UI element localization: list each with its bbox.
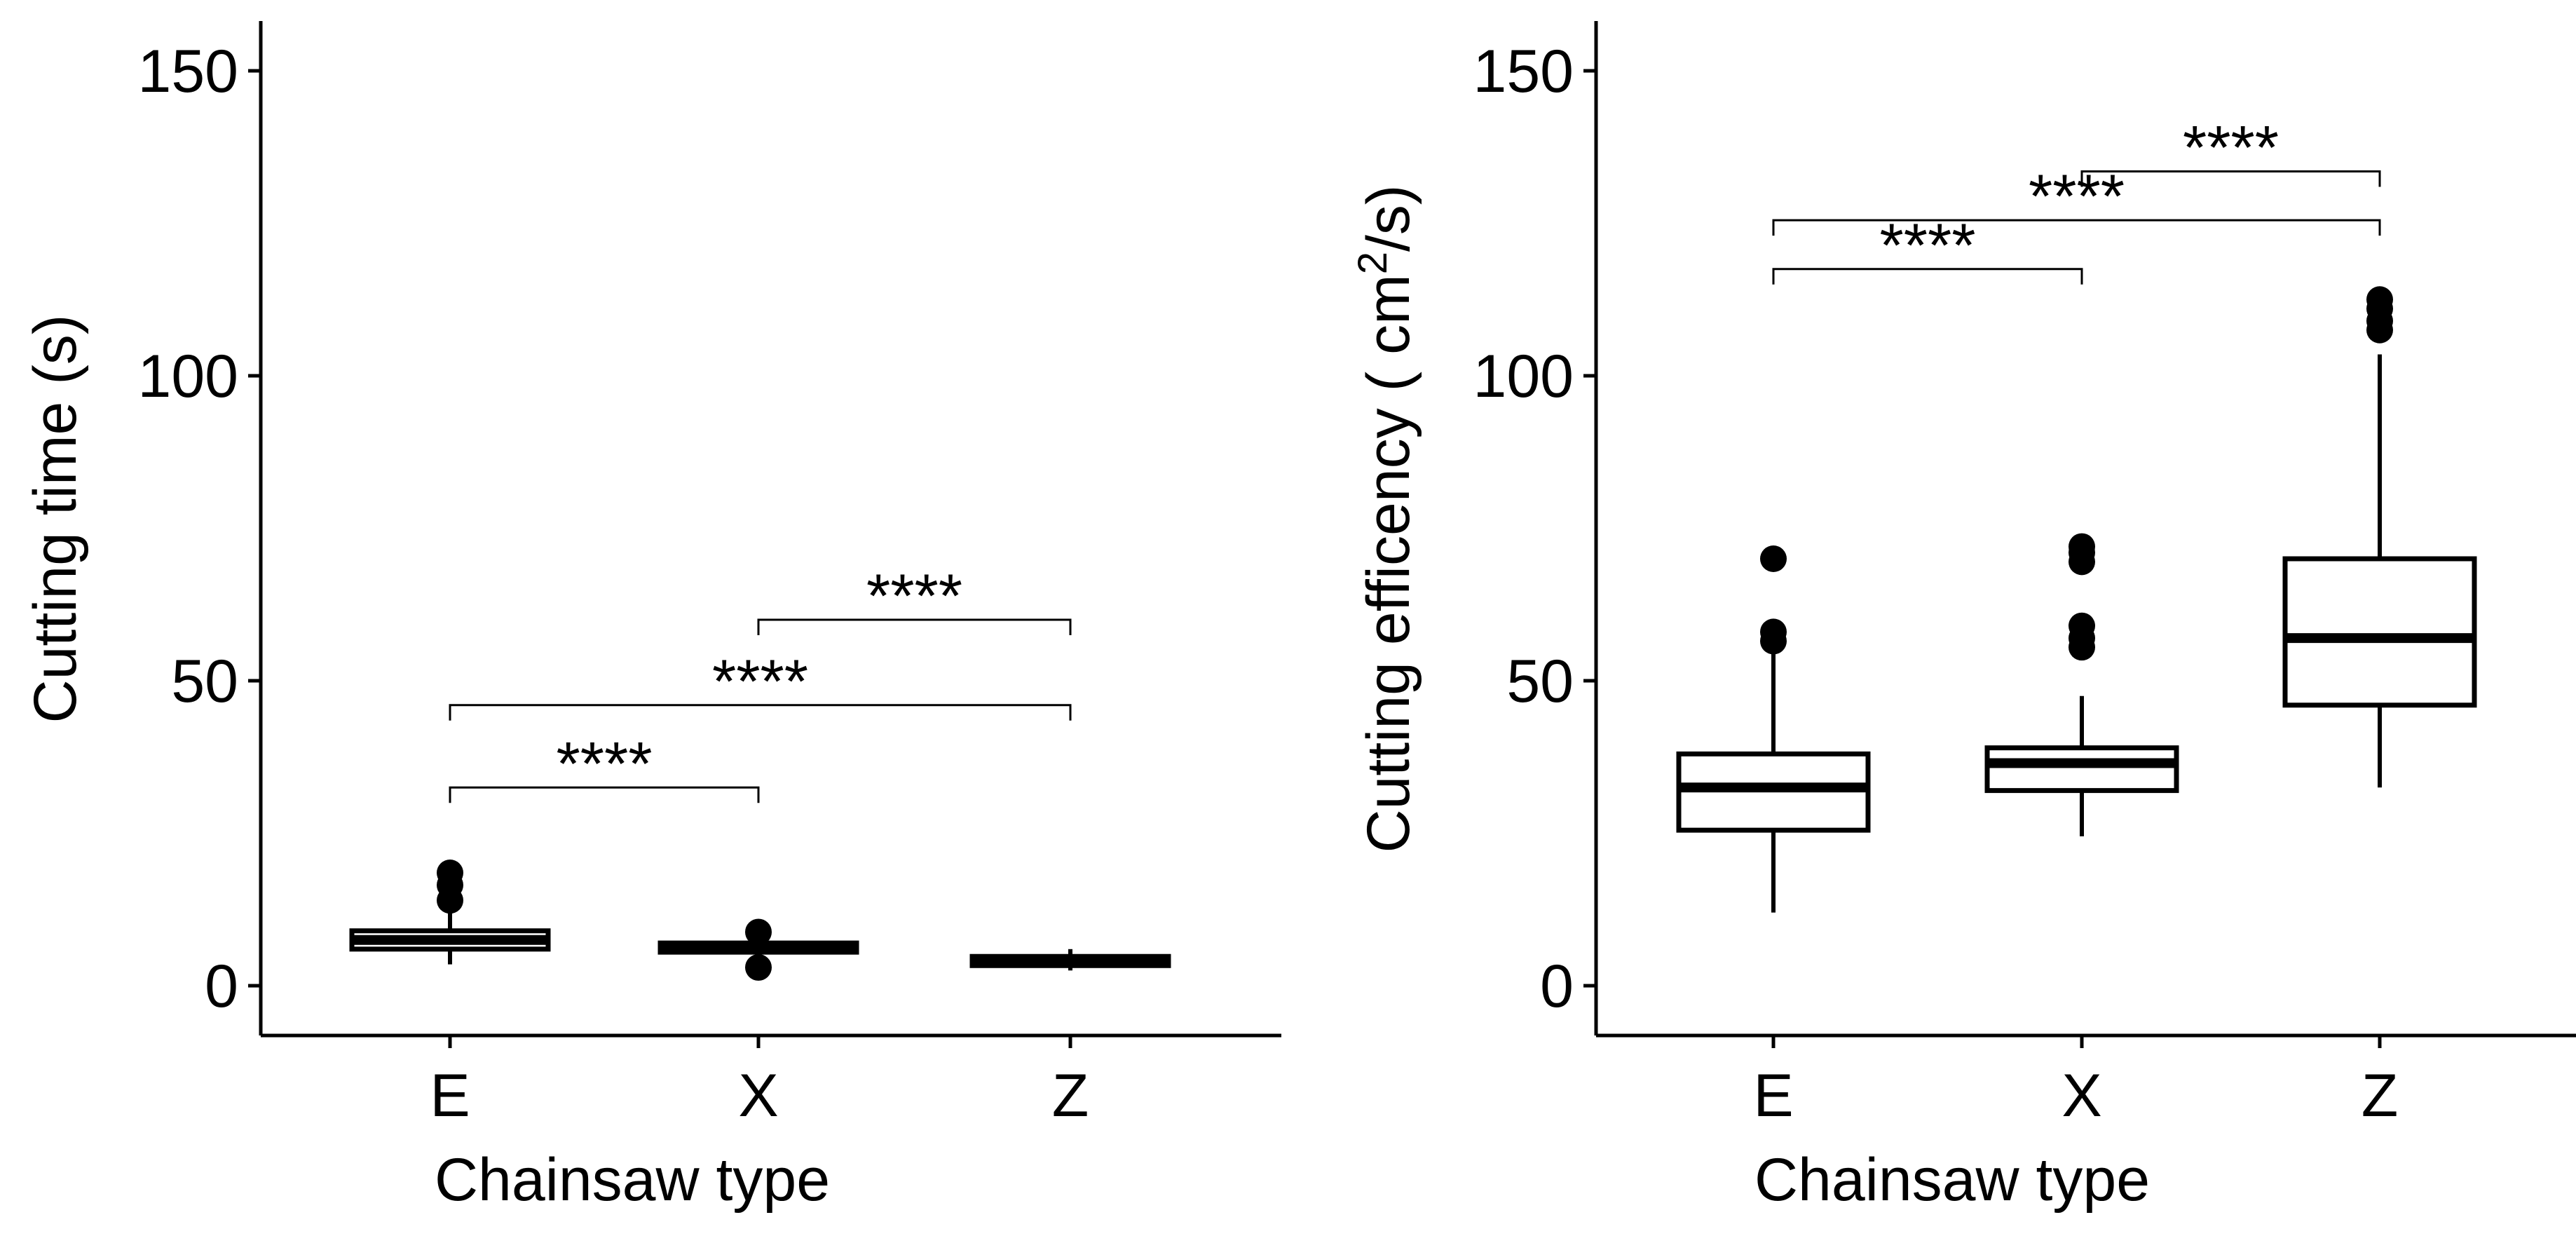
significance-label: **** <box>712 646 808 716</box>
right-x-tick-label: E <box>1753 1062 1793 1129</box>
outlier-point <box>437 860 463 887</box>
left-y-tick-label: 150 <box>138 38 239 105</box>
bracket-line <box>2080 170 2381 187</box>
bracket-line <box>449 786 760 803</box>
left-y-axis-ticks: 0 50 100 150 <box>138 38 261 1020</box>
right-boxplot-e <box>1676 545 1871 913</box>
left-x-tick-label: X <box>738 1062 778 1129</box>
right-y-tick-label: 50 <box>1506 648 1574 715</box>
left-y-tick-label: 0 <box>205 953 238 1020</box>
right-y-axis-title-superscript: 2 <box>1350 252 1396 274</box>
left-x-tick-label: E <box>430 1062 470 1129</box>
right-y-tick-label: 0 <box>1540 953 1574 1020</box>
outlier-point <box>2366 286 2393 313</box>
bracket-line <box>449 704 1072 721</box>
left-boxplot-x <box>657 918 859 981</box>
significance-label: **** <box>557 728 653 798</box>
right-y-axis-ticks: 0 50 100 150 <box>1473 38 1596 1020</box>
left-panel-cutting-time: 0 50 100 150 **** **** **** E X Z Chainsaw type… <box>22 21 1281 1214</box>
outlier-point <box>2069 612 2095 639</box>
right-y-axis-title: Cutting efficency ( cm2/s) <box>1350 184 1423 853</box>
left-y-tick-label: 50 <box>171 648 238 715</box>
left-x-axis-title: Chainsaw type <box>435 1146 830 1214</box>
bracket-line <box>1772 219 2381 236</box>
outlier-point <box>1760 618 1787 646</box>
outlier-point <box>745 918 772 946</box>
significance-label: **** <box>1880 210 1976 280</box>
outlier-point <box>1760 545 1787 572</box>
right-y-axis-title-suffix: /s) <box>1355 184 1422 252</box>
left-bracket-e-x: **** <box>449 728 760 803</box>
left-y-axis-title: Cutting time (s) <box>22 314 89 723</box>
right-x-axis-title: Chainsaw type <box>1754 1146 2150 1214</box>
right-bracket-e-x: **** <box>1772 210 2083 285</box>
right-x-tick-label: Z <box>2362 1062 2399 1129</box>
significance-label: **** <box>2183 113 2279 182</box>
right-y-tick-label: 100 <box>1473 343 1574 410</box>
right-axes <box>1594 21 2576 1038</box>
left-boxplot-z <box>969 949 1171 971</box>
left-axes <box>259 21 1281 1038</box>
bracket-line <box>1772 268 2083 285</box>
left-y-tick-label: 100 <box>138 343 239 410</box>
left-boxplot-e <box>349 860 551 965</box>
right-bracket-e-z: **** <box>1772 161 2381 236</box>
right-x-tick-label: X <box>2062 1062 2101 1129</box>
box-iqr <box>2282 556 2477 708</box>
right-y-axis-title-main: Cutting efficency ( cm <box>1355 274 1422 853</box>
left-x-tick-label: Z <box>1052 1062 1089 1129</box>
left-significance-brackets: **** **** **** <box>449 561 1072 803</box>
left-bracket-e-z: **** <box>449 646 1072 721</box>
bracket-line <box>757 618 1072 635</box>
right-bracket-x-z: **** <box>2080 113 2381 187</box>
left-bracket-x-z: **** <box>757 561 1072 635</box>
right-y-tick-label: 150 <box>1473 38 1574 105</box>
significance-label: **** <box>866 561 962 630</box>
right-boxplot-x <box>1984 533 2179 836</box>
right-significance-brackets: **** **** **** <box>1772 113 2381 285</box>
right-boxplots <box>1676 286 2477 913</box>
box-iqr <box>1984 745 2179 794</box>
right-panel-cutting-efficiency: 0 50 100 150 **** **** **** E X Z Chainsaw type… <box>1350 21 2576 1214</box>
left-boxplots <box>349 860 1171 981</box>
outlier-point <box>745 953 772 981</box>
right-boxplot-z <box>2282 286 2477 788</box>
significance-label: **** <box>2029 161 2125 231</box>
outlier-point <box>2069 533 2095 560</box>
